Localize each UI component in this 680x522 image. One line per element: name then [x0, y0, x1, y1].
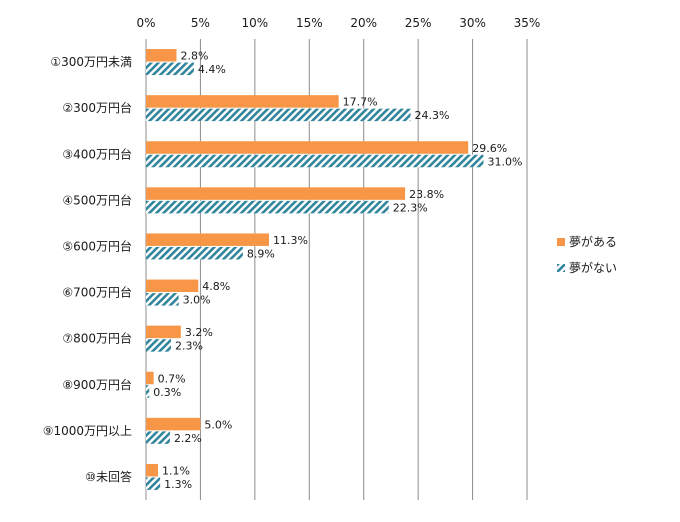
legend-swatch: [557, 264, 565, 272]
bar-yume-ga-nai: [146, 385, 150, 398]
bar-yume-ga-nai: [146, 154, 484, 168]
bar-yume-ga-nai: [146, 246, 243, 260]
data-label: 2.8%: [180, 50, 208, 63]
x-tick-label: 30%: [459, 16, 486, 30]
bar-yume-ga-aru: [146, 371, 154, 385]
bar-yume-ga-nai: [146, 62, 194, 76]
data-label: 11.3%: [273, 234, 308, 247]
gridlines: [145, 39, 528, 500]
legend-label: 夢がある: [569, 234, 617, 249]
bar-yume-ga-aru: [146, 49, 177, 62]
x-tick-label: 0%: [136, 16, 155, 30]
data-label: 4.4%: [198, 63, 226, 76]
x-tick-label: 35%: [514, 16, 541, 30]
bars: [146, 49, 484, 490]
data-label: 3.0%: [183, 294, 211, 307]
bar-yume-ga-nai: [146, 431, 170, 444]
x-tick-label: 10%: [242, 16, 269, 30]
bar-yume-ga-aru: [146, 141, 469, 154]
data-label: 31.0%: [487, 155, 522, 168]
category-label: ⑧900万円台: [62, 377, 132, 392]
category-label: ②300万円台: [62, 100, 132, 115]
x-axis-ticks: 0% 5% 10% 15% 20% 25% 30% 35%: [136, 16, 540, 30]
data-label: 24.3%: [415, 109, 450, 122]
bar-yume-ga-aru: [146, 279, 199, 293]
x-tick-label: 20%: [350, 16, 377, 30]
category-label: ⑩未回答: [85, 469, 132, 484]
bar-yume-ga-aru: [146, 463, 158, 477]
data-label: 29.6%: [472, 142, 507, 155]
data-label: 2.3%: [175, 340, 203, 353]
x-tick-label: 5%: [191, 16, 210, 30]
data-label: 4.8%: [202, 280, 230, 293]
category-label: ④500万円台: [62, 192, 132, 207]
bar-yume-ga-aru: [146, 233, 270, 246]
bar-yume-ga-nai: [146, 339, 172, 352]
bar-yume-ga-aru: [146, 187, 406, 200]
data-label: 1.1%: [162, 464, 190, 477]
data-label: 8.9%: [247, 247, 275, 260]
category-label: ⑤600万円台: [62, 238, 132, 253]
data-labels: 2.8%4.4% 17.7% 24.3% 29.6%31.0% 23.8%22.3% 11…: [153, 50, 522, 491]
legend-label: 夢がない: [569, 260, 617, 275]
category-label: ⑨1000万円以上: [43, 424, 132, 438]
category-label: ①300万円未満: [50, 55, 132, 69]
category-label: ⑦800万円台: [62, 331, 132, 346]
data-label: 2.2%: [174, 432, 202, 445]
bar-yume-ga-nai: [146, 108, 411, 122]
bar-yume-ga-nai: [146, 293, 179, 306]
bar-yume-ga-aru: [146, 95, 339, 108]
category-label: ③400万円台: [62, 146, 132, 161]
data-label: 5.0%: [204, 418, 232, 431]
data-label: 22.3%: [393, 201, 428, 214]
x-tick-label: 15%: [296, 16, 323, 30]
y-axis-categories: ①300万円未満 ②300万円台 ③400万円台 ④500万円台 ⑤600万円台 ⑥700…: [43, 55, 132, 484]
data-label: 0.7%: [158, 372, 186, 385]
bar-yume-ga-aru: [146, 325, 181, 339]
data-label: 1.3%: [164, 478, 192, 491]
legend-swatch: [557, 238, 565, 246]
bar-yume-ga-nai: [146, 200, 389, 214]
data-label: 23.8%: [409, 188, 444, 201]
x-tick-label: 25%: [405, 16, 432, 30]
bar-yume-ga-aru: [146, 417, 201, 431]
data-label: 17.7%: [343, 96, 378, 109]
data-label: 3.2%: [185, 326, 213, 339]
data-label: 0.3%: [153, 386, 181, 399]
bar-yume-ga-nai: [146, 477, 161, 490]
category-label: ⑥700万円台: [62, 285, 132, 300]
